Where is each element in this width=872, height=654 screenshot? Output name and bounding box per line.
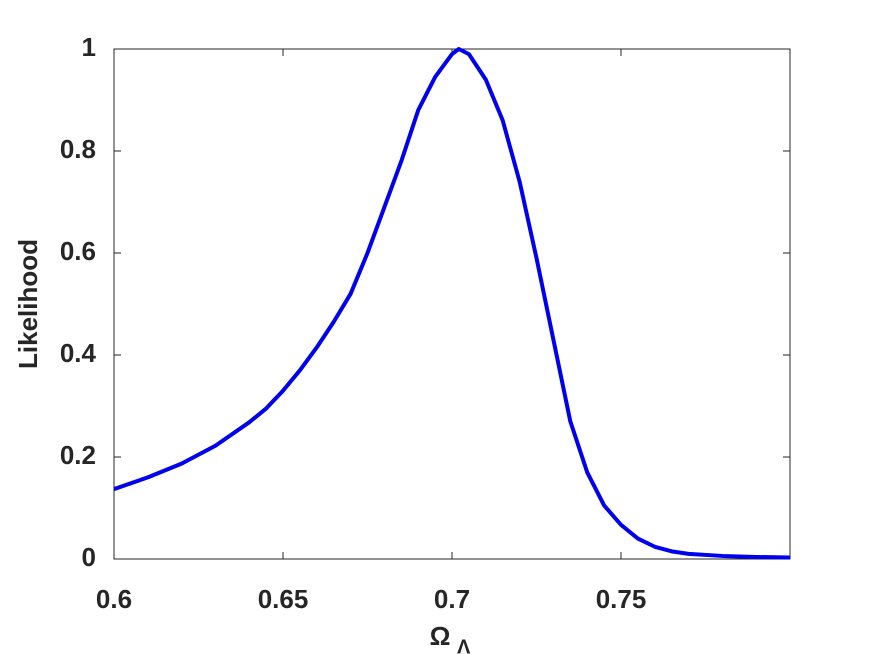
y-tick-label: 0 (82, 542, 96, 572)
x-axis-label: Ω (430, 621, 451, 651)
x-tick-label: 0.75 (596, 584, 647, 614)
line-series (113, 47, 791, 560)
y-axis-label: Likelihood (13, 239, 43, 369)
x-tick-label: 0.7 (434, 584, 470, 614)
y-tick-label: 0.8 (60, 134, 96, 164)
x-tick-label: 0.6 (96, 584, 132, 614)
y-tick-label: 0.4 (60, 338, 97, 368)
y-tick-label: 0.2 (60, 440, 96, 470)
y-tick-label: 1 (82, 32, 96, 62)
y-tick-label: 0.6 (60, 236, 96, 266)
x-tick-label: 0.65 (258, 584, 309, 614)
plot-frame (113, 48, 791, 560)
x-axis-label-subscript: Λ (457, 636, 471, 654)
